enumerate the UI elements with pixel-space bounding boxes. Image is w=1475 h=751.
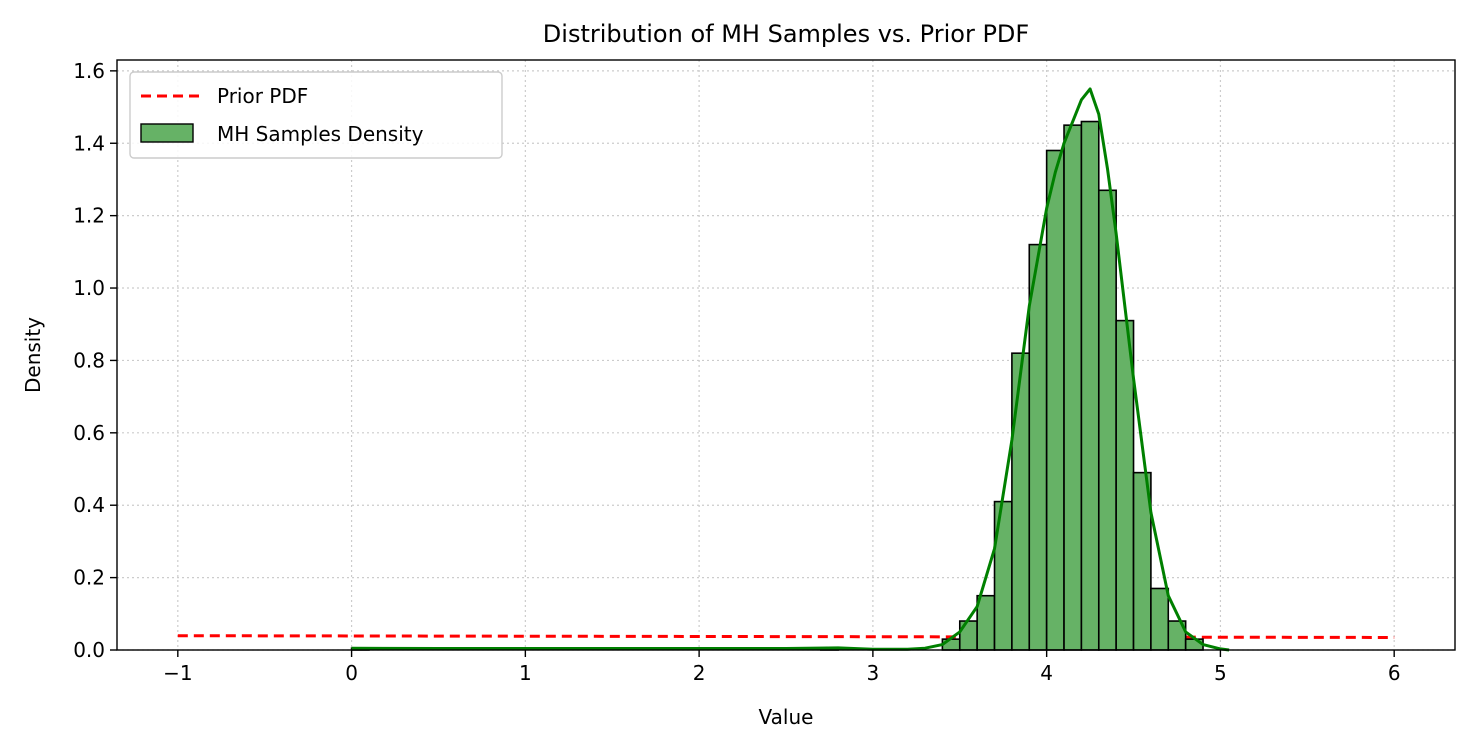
y-tick-label: 1.6: [73, 59, 105, 83]
prior-pdf-series: [177, 634, 1395, 639]
x-tick-label: 2: [693, 661, 706, 685]
histogram-bar: [1115, 319, 1135, 651]
histogram-series: [350, 120, 1204, 651]
x-tick-label: −1: [163, 661, 192, 685]
x-tick-label: 4: [1040, 661, 1053, 685]
legend-prior-label: Prior PDF: [217, 84, 308, 108]
x-tick-label: 3: [867, 661, 880, 685]
x-axis-title: Value: [759, 705, 814, 729]
histogram-bar: [1184, 638, 1204, 651]
y-tick-label: 1.2: [73, 204, 105, 228]
y-tick-label: 1.0: [73, 276, 105, 300]
x-tick-label: 5: [1214, 661, 1227, 685]
legend-hist-label: MH Samples Density: [217, 122, 424, 146]
histogram-bar: [941, 638, 961, 651]
y-tick-label: 0.4: [73, 493, 105, 517]
histogram-bar: [1063, 124, 1083, 651]
y-axis: 0.0 0.2 0.4 0.6 0.8 1.0 1.2 1.4 1.6: [73, 59, 117, 662]
x-tick-label: 0: [345, 661, 358, 685]
y-axis-title: Density: [21, 317, 45, 393]
y-tick-label: 0.2: [73, 566, 105, 590]
histogram-bar: [1097, 189, 1117, 651]
x-tick-label: 6: [1388, 661, 1401, 685]
y-tick-label: 0.6: [73, 421, 105, 445]
y-tick-label: 0.8: [73, 348, 105, 372]
plot-area-frame: [116, 59, 1456, 651]
prior-pdf-line: [177, 634, 1395, 639]
histogram-bar: [976, 594, 996, 651]
chart-title: Distribution of MH Samples vs. Prior PDF: [543, 20, 1029, 48]
histogram-bar: [1080, 120, 1100, 651]
legend-box: [129, 71, 503, 159]
kde-series: [351, 87, 1230, 652]
y-tick-label: 1.4: [73, 131, 105, 155]
histogram-bar: [958, 620, 978, 651]
y-tick-label: 0.0: [73, 638, 105, 662]
histogram-bar: [1045, 149, 1065, 651]
kde-line: [351, 87, 1230, 652]
histogram-bar: [1011, 352, 1031, 651]
x-tick-label: 1: [519, 661, 532, 685]
x-axis: −1 0 1 2 3 4 5 6: [163, 650, 1401, 685]
legend-hist-swatch: [140, 123, 194, 143]
histogram-bar: [1150, 587, 1170, 651]
legend: Prior PDF MH Samples Density: [129, 71, 503, 159]
histogram-bar: [1028, 243, 1048, 651]
